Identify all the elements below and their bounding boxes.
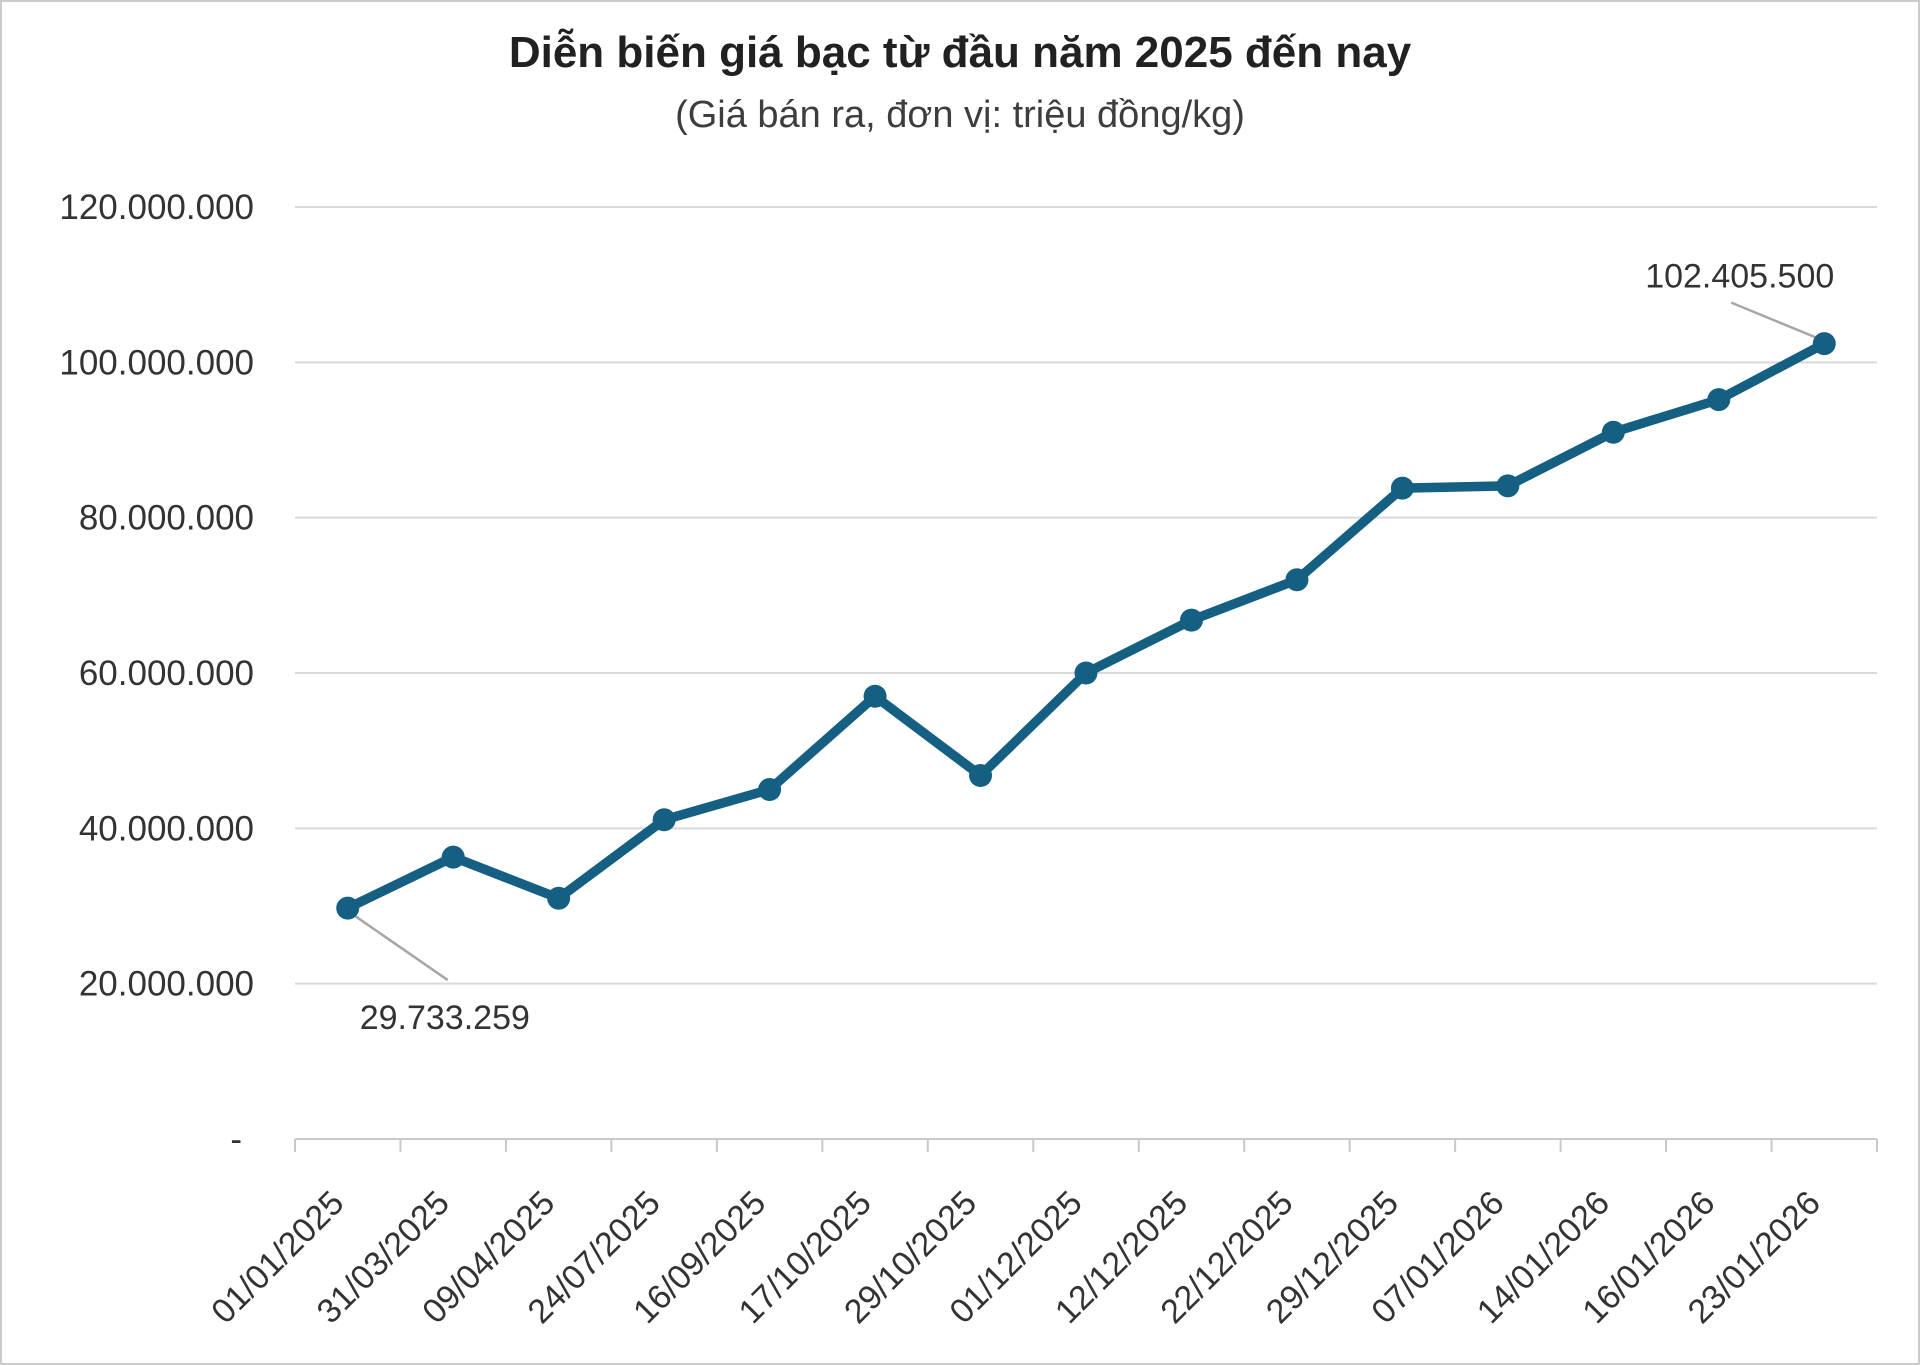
data-point-marker	[1496, 474, 1520, 498]
annotation-label: 29.733.259	[360, 999, 530, 1037]
data-point-marker	[652, 808, 676, 832]
data-point-marker	[863, 684, 887, 708]
data-point-marker	[1812, 332, 1836, 356]
data-point-marker	[1179, 608, 1203, 632]
data-point-marker	[441, 845, 465, 869]
y-tick-label: 120.000.000	[59, 188, 254, 227]
chart-title: Diễn biến giá bạc từ đầu năm 2025 đến na…	[508, 28, 1412, 77]
data-point-marker	[547, 886, 571, 910]
annotation-leader-line	[1730, 301, 1817, 339]
y-tick-label: 100.000.000	[59, 343, 254, 382]
chart-subtitle: (Giá bán ra, đơn vị: triệu đồng/kg)	[675, 94, 1245, 136]
data-point-marker	[1707, 388, 1731, 412]
annotation-leader-line	[353, 914, 449, 982]
y-tick-label: 80.000.000	[79, 499, 254, 538]
y-tick-label: 20.000.000	[79, 965, 254, 1004]
data-point-marker	[969, 764, 993, 788]
data-point-marker	[1074, 661, 1098, 685]
y-tick-label: 40.000.000	[79, 809, 254, 848]
y-tick-label: 60.000.000	[79, 654, 254, 693]
data-point-marker	[1285, 568, 1309, 592]
annotation-label: 102.405.500	[1645, 258, 1834, 296]
data-point-marker	[336, 896, 360, 920]
data-point-marker	[1390, 476, 1414, 500]
data-point-marker	[758, 778, 782, 801]
data-point-marker	[1601, 420, 1625, 444]
y-tick-label: -	[230, 1120, 242, 1159]
